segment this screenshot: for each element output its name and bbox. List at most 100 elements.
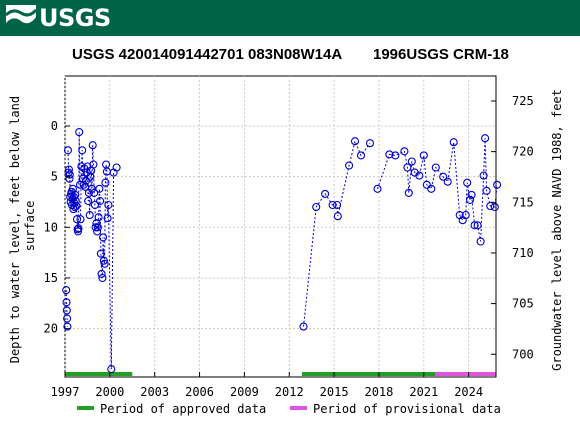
data-point [65, 170, 74, 179]
data-point [400, 147, 409, 156]
data-point [100, 259, 109, 268]
usgs-logo[interactable]: USGS [6, 4, 111, 32]
data-point [76, 215, 85, 224]
data-point [463, 178, 472, 187]
data-point [391, 151, 400, 160]
data-point [84, 196, 93, 206]
series-segment [303, 139, 371, 327]
data-point [74, 224, 83, 233]
x-tick-label: 1997 [51, 385, 80, 399]
data-point [467, 190, 476, 199]
data-point [86, 172, 95, 181]
data-point [81, 176, 90, 185]
data-point [333, 212, 342, 221]
y-left-tick-label: 5 [51, 170, 58, 184]
data-point [407, 157, 416, 166]
data-point [97, 269, 106, 278]
data-point [62, 306, 71, 315]
x-tick-label: 2018 [364, 385, 393, 399]
y-right-tick-label: 705 [512, 297, 534, 311]
chart-title-left: USGS 420014091442701 083N08W14A [72, 46, 342, 63]
legend-swatch [77, 406, 94, 410]
series-segment [67, 132, 81, 232]
data-point [345, 161, 354, 170]
x-tick-label: 2015 [320, 385, 349, 399]
data-point [89, 160, 98, 169]
chart-title-right: 1996USGS CRM-18 [373, 46, 509, 63]
data-point [443, 177, 452, 186]
data-point [98, 273, 107, 283]
y-left-tick-label: 10 [44, 220, 58, 234]
usgs-wave-icon [6, 5, 36, 31]
data-point [78, 146, 87, 155]
data-point [93, 223, 102, 232]
data-point [103, 214, 112, 223]
data-point [63, 146, 73, 155]
x-tick-label: 2012 [275, 385, 304, 399]
data-point [64, 168, 73, 177]
legend-swatch [290, 406, 307, 410]
y-right-ticks: 700 705 710 715 720 725 [491, 94, 534, 361]
data-point [72, 215, 82, 224]
x-tick-label: 2003 [140, 385, 169, 399]
data-point [62, 286, 71, 295]
data-point [493, 180, 502, 189]
data-point [321, 189, 330, 198]
data-point [99, 233, 108, 242]
data-point [312, 202, 321, 212]
period-bar-approved [301, 372, 436, 376]
x-tick-label: 2021 [409, 385, 438, 399]
data-point [431, 163, 440, 172]
data-point [476, 237, 485, 246]
data-point [403, 163, 412, 172]
x-tick-label: 2006 [185, 385, 214, 399]
data-point [65, 174, 74, 183]
data-point [439, 172, 448, 181]
x-tick-label: 2000 [95, 385, 124, 399]
data-point [356, 151, 366, 160]
x-tick-label: 2009 [230, 385, 259, 399]
y-right-tick-label: 725 [512, 94, 534, 108]
data-point [88, 141, 97, 150]
y-left-tick-label: 0 [51, 119, 58, 133]
x-tick-label: 2024 [454, 385, 483, 399]
data-point [71, 196, 80, 206]
data-point [64, 165, 74, 174]
data-point [486, 201, 495, 211]
data-point [481, 134, 490, 143]
data-points [62, 128, 502, 374]
data-point [90, 188, 99, 197]
data-point [75, 128, 84, 137]
period-bar-provisional [435, 372, 496, 376]
y-right-label: Groundwater level above NAVD 1988, feet [550, 89, 564, 371]
legend-label: Period of provisional data [313, 402, 501, 416]
data-point [422, 180, 431, 189]
data-point [70, 202, 79, 212]
data-point [72, 201, 81, 211]
y-left-label: Depth to water level, feet below land su… [8, 89, 37, 364]
data-point [79, 180, 88, 189]
data-point [404, 188, 413, 197]
y-right-tick-label: 710 [512, 246, 534, 260]
data-point [415, 171, 424, 180]
data-point [107, 365, 116, 374]
data-point [479, 171, 488, 180]
data-point [104, 200, 113, 210]
data-point [473, 221, 482, 230]
data-point [299, 322, 308, 331]
usgs-logo-text: USGS [39, 4, 111, 32]
legend-label: Period of approved data [100, 402, 266, 416]
y-right-tick-label: 715 [512, 195, 534, 209]
period-bar-approved [65, 372, 133, 376]
data-point [385, 150, 394, 159]
data-point [90, 200, 99, 210]
data-point [96, 196, 105, 206]
period-bars [65, 372, 496, 376]
data-point [112, 163, 121, 172]
x-axis-ticks: 1997 2000 2003 2006 2009 2012 2015 2018 2021 2024 [51, 372, 483, 399]
data-point [461, 211, 470, 220]
data-point [482, 186, 491, 195]
data-point [62, 298, 71, 307]
y-right-tick-label: 700 [512, 347, 534, 361]
